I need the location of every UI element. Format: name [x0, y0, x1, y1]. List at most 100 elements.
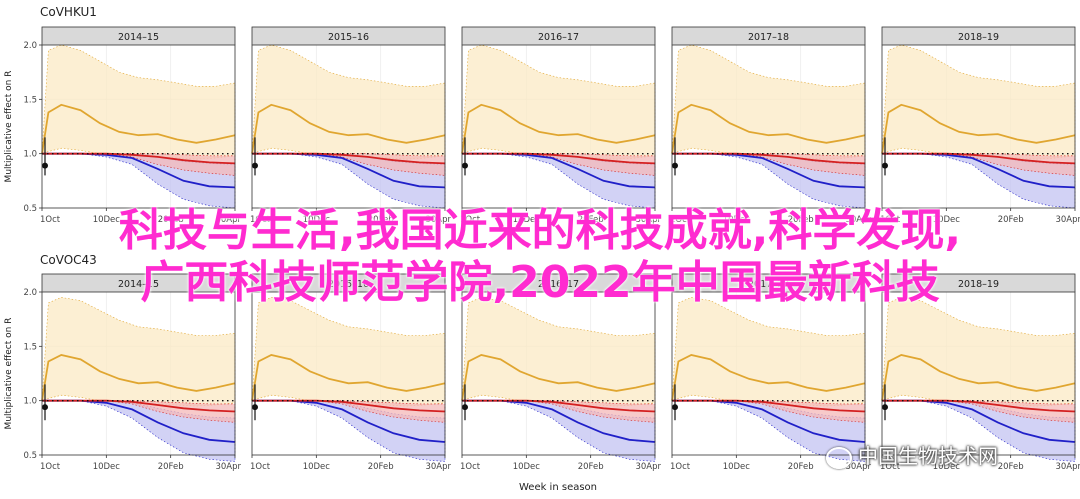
- x-tick-label: 30Apr: [425, 215, 451, 225]
- y-tick-label: 1.0: [23, 397, 37, 407]
- x-tick-label: 30Apr: [845, 215, 871, 225]
- series-1-ci-band: [671, 44, 866, 160]
- x-tick-label: 1Oct: [460, 215, 481, 225]
- watermark-text: 中国生物技术网: [858, 444, 998, 468]
- watermark: 中国生物技术网: [826, 440, 998, 469]
- x-tick-label: 30Apr: [215, 215, 241, 225]
- series-1-line: [671, 354, 866, 401]
- facet-label: 2014–15: [118, 32, 159, 43]
- x-tick-label: 10Dec: [723, 215, 751, 225]
- x-tick-label: 20Feb: [368, 215, 394, 225]
- series-1-line: [251, 354, 446, 401]
- series-3-ci-band: [882, 153, 1076, 176]
- series-3-line: [252, 152, 446, 165]
- series-3-ci-band: [882, 400, 1076, 423]
- series-1-line: [671, 103, 866, 154]
- point-estimate: [252, 162, 258, 169]
- x-tick-label: 30Apr: [1055, 462, 1080, 472]
- series-3-ci-band: [252, 400, 446, 423]
- panel-border: [671, 44, 866, 209]
- series-1-line: [251, 103, 446, 154]
- x-tick-label: 20Feb: [368, 462, 394, 472]
- x-tick-label: 30Apr: [635, 215, 661, 225]
- facet-label: 2014–15: [118, 279, 159, 290]
- point-estimate: [462, 162, 468, 169]
- point-estimate: [252, 404, 258, 411]
- facet-label: 2017–18: [748, 279, 789, 290]
- x-tick-label: 30Apr: [1055, 215, 1080, 225]
- x-tick-label: 10Dec: [93, 462, 121, 472]
- series-1-line: [881, 354, 1076, 401]
- facet-panel-2: 2015–16 1Oct 10Dec 20Feb 30Apr: [250, 26, 451, 225]
- facet-label: 2016–17: [538, 279, 579, 290]
- facet-panel-2: 2015–16 1Oct 10Dec 20Feb 30Apr: [250, 273, 451, 472]
- x-tick-label: 30Apr: [635, 462, 661, 472]
- y-tick-label: 0.5: [23, 451, 37, 461]
- facet-panel-3: 2016–17 1Oct 10Dec 20Feb 30Apr: [460, 273, 661, 472]
- point-estimate: [672, 162, 678, 169]
- series-3-ci-band: [252, 153, 446, 176]
- x-tick-label: 10Dec: [933, 215, 961, 225]
- x-tick-label: 30Apr: [845, 462, 871, 472]
- series-1-line: [461, 103, 656, 154]
- facet-label: 2015–16: [328, 32, 369, 43]
- facet-panel-1: 2014–15 1Oct 10Dec 20Feb 30Apr 0.5 1.0 1.5 2.0: [23, 26, 241, 225]
- panel-border: [881, 44, 1076, 209]
- panel-border: [461, 44, 656, 209]
- series-3-ci-band: [462, 400, 656, 423]
- wechat-logo-icon: [826, 446, 852, 469]
- x-tick-label: 20Feb: [578, 215, 604, 225]
- facet-label: 2015–16: [328, 279, 369, 290]
- x-tick-label: 30Apr: [215, 462, 241, 472]
- panel-border: [251, 44, 446, 209]
- x-tick-label: 1Oct: [250, 462, 271, 472]
- overlay-title-line-2: 广西科技师范学院,2022年中国最新科技: [140, 257, 940, 308]
- y-tick-label: 1.5: [23, 95, 37, 105]
- series-3-ci-band: [672, 400, 866, 423]
- series-3-line: [882, 399, 1076, 413]
- panel-border: [41, 44, 236, 209]
- series-1-line: [41, 354, 236, 401]
- point-estimate: [882, 404, 888, 411]
- facet-label: 2018–19: [958, 32, 999, 43]
- x-tick-label: 20Feb: [998, 215, 1024, 225]
- series-3-line: [42, 399, 236, 413]
- facet-panel-5: 2018–19 1Oct 10Dec 20Feb 30Apr: [880, 26, 1080, 225]
- series-3-ci-band: [42, 400, 236, 423]
- x-axis-label: Week in season: [519, 482, 597, 493]
- panel-border: [251, 291, 446, 456]
- point-estimate: [672, 404, 678, 411]
- y-tick-label: 1.5: [23, 342, 37, 352]
- chart-title: CoVOC43: [40, 253, 97, 267]
- x-tick-label: 20Feb: [788, 462, 814, 472]
- panel-border: [671, 291, 866, 456]
- overlay-title-line-1: 科技与生活,我国近来的科技成就,科学发现,: [118, 205, 962, 256]
- x-tick-label: 1Oct: [880, 462, 901, 472]
- series-3-line: [462, 399, 656, 413]
- y-axis-label: Multiplicative effect on R: [4, 318, 14, 430]
- point-estimate: [462, 404, 468, 411]
- series-3-line: [882, 152, 1076, 165]
- facet-panel-4: 2017–18 1Oct 10Dec 20Feb 30Apr: [670, 26, 871, 225]
- facet-label: 2017–18: [748, 32, 789, 43]
- x-tick-label: 10Dec: [513, 215, 541, 225]
- x-tick-label: 1Oct: [880, 215, 901, 225]
- facet-panel-1: 2014–15 1Oct 10Dec 20Feb 30Apr 0.5 1.0 1.5 2.0: [23, 273, 241, 472]
- series-1-ci-band: [881, 44, 1076, 160]
- x-tick-label: 10Dec: [303, 462, 331, 472]
- facet-panel-3: 2016–17 1Oct 10Dec 20Feb 30Apr: [460, 26, 661, 225]
- facet-label: 2018–19: [958, 279, 999, 290]
- x-tick-label: 10Dec: [723, 462, 751, 472]
- y-tick-label: 1.0: [23, 150, 37, 160]
- x-tick-label: 20Feb: [578, 462, 604, 472]
- x-tick-label: 20Feb: [998, 462, 1024, 472]
- panel-border: [41, 291, 236, 456]
- x-tick-label: 30Apr: [425, 462, 451, 472]
- point-estimate: [42, 404, 48, 411]
- x-tick-label: 10Dec: [93, 215, 121, 225]
- x-tick-label: 20Feb: [158, 462, 184, 472]
- facet-label: 2016–17: [538, 32, 579, 43]
- panel-border: [881, 291, 1076, 456]
- series-1-ci-band: [41, 44, 236, 160]
